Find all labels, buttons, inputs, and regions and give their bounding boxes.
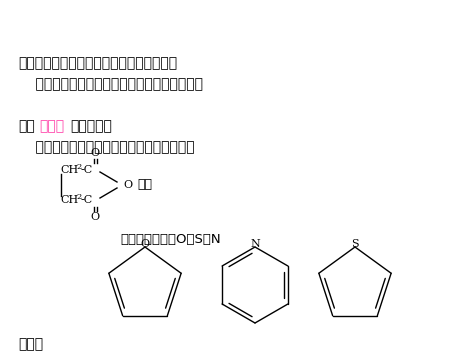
Text: O: O (91, 148, 100, 158)
Text: 杂环化合物的种类繁多，数量很大，在自然界: 杂环化合物的种类繁多，数量很大，在自然界 (18, 77, 203, 91)
Text: 2: 2 (76, 163, 81, 171)
Text: CH: CH (60, 165, 78, 175)
Text: 含义：: 含义： (18, 337, 43, 351)
Text: 芳香性: 芳香性 (39, 119, 64, 133)
Text: CH: CH (60, 195, 78, 205)
Text: -C: -C (81, 195, 93, 205)
Text: N: N (250, 239, 260, 249)
Text: 的化合物。: 的化合物。 (71, 119, 112, 133)
Text: 本章所要讨论的是环比较稳定，且具有不同: 本章所要讨论的是环比较稳定，且具有不同 (18, 140, 195, 154)
Text: 常见的杂原子：O，S，N: 常见的杂原子：O，S，N (120, 233, 220, 246)
Text: O: O (123, 180, 132, 190)
Text: O: O (91, 212, 100, 222)
Text: S: S (351, 239, 359, 249)
Text: 程度: 程度 (18, 119, 35, 133)
Text: O: O (140, 239, 150, 249)
Text: 2: 2 (76, 193, 81, 201)
Text: 内酯: 内酯 (137, 179, 152, 191)
Text: 分布广泛，其中很多具有重要的生理活性。: 分布广泛，其中很多具有重要的生理活性。 (18, 56, 177, 70)
Text: -C: -C (81, 165, 93, 175)
